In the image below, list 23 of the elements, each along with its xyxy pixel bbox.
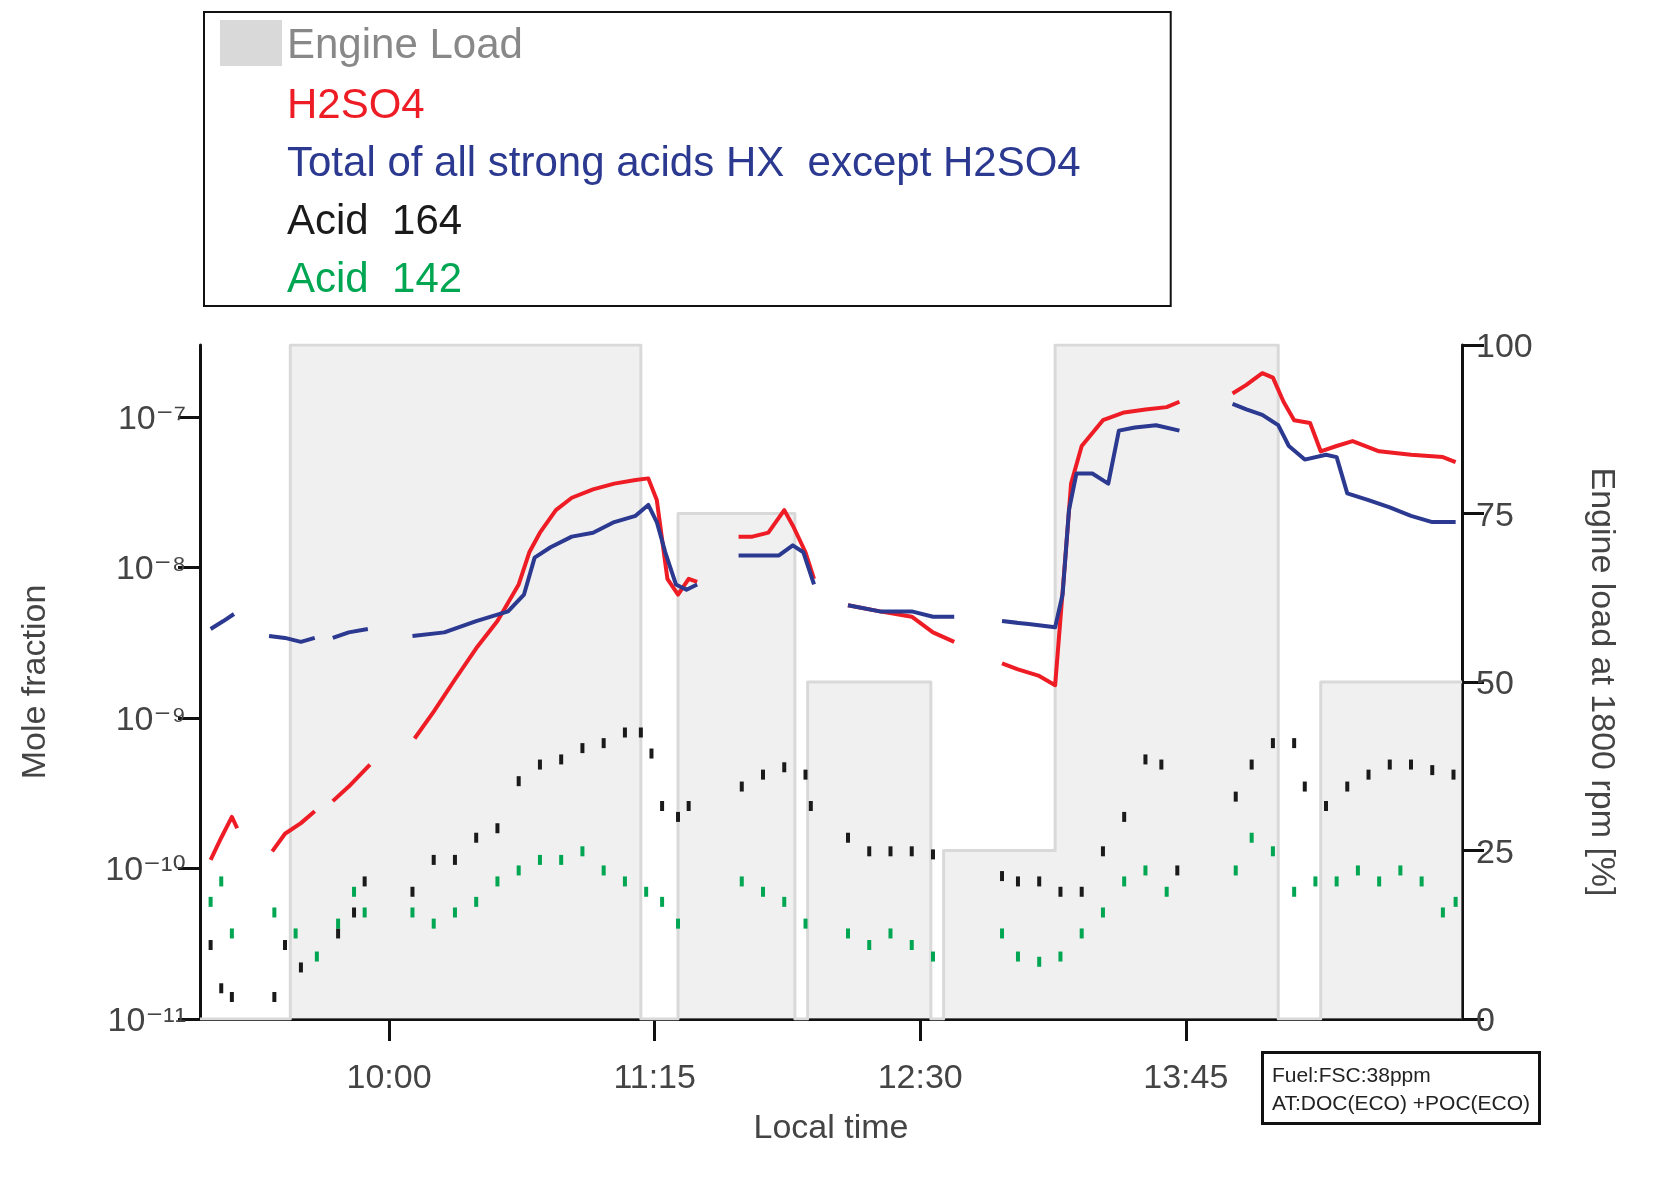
y2-tick-label: 100 [1476,326,1533,364]
x-tick-label: 12:30 [877,1057,963,1095]
y2-tick-label: 25 [1476,831,1514,870]
x-axis-title: Local time [753,1107,909,1145]
y-tick-label: 10⁻¹⁰ [105,849,186,888]
y-tick-label: 10⁻⁸ [115,548,186,587]
text: Acid 164 [287,195,463,243]
y-tick-label: 10⁻⁹ [115,698,186,737]
y2-tick-label: 75 [1476,494,1514,533]
y2-axis-title: Engine load at 1800 rpm [%] [1585,467,1623,897]
text: Total of all strong acids HX except H2SO4 [287,137,1081,185]
y2-tick-label: 50 [1476,663,1514,701]
text: Fuel:FSC:38ppm AT:DOC(ECO) +POC(ECO) [1272,1062,1531,1114]
text: H2SO4 [287,79,425,127]
x-tick-label: 11:15 [613,1057,696,1095]
legend-label: Engine Load [287,19,523,67]
x-tick-label: 10:00 [346,1057,432,1095]
y-axis-title: Mole fraction [14,584,52,780]
y2-tick-label: 0 [1476,1000,1495,1038]
y-tick-label: 10⁻¹¹ [107,1000,186,1038]
x-tick-label: 13:45 [1143,1057,1229,1095]
y-tick-label: 10⁻⁷ [117,397,186,436]
text: Acid 142 [287,253,463,301]
